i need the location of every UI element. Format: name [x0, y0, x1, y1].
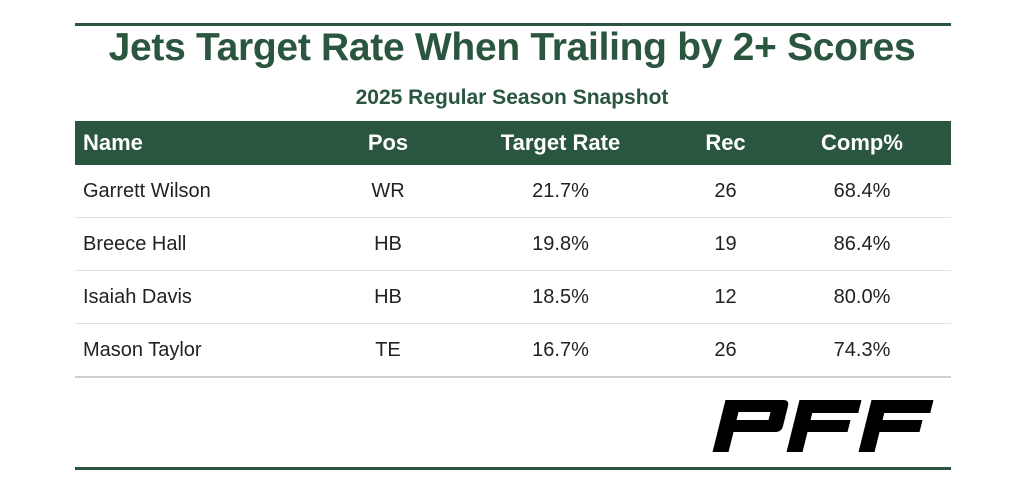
logo-letter-p [712, 400, 789, 452]
chart-subtitle: 2025 Regular Season Snapshot [355, 86, 669, 109]
chart-title: Jets Target Rate When Trailing by 2+ Sco… [108, 26, 916, 69]
table-cell: 26 [678, 165, 773, 218]
table-row: Breece Hall HB 19.8% 19 86.4% [75, 217, 951, 271]
table-cell: 80.0% [773, 270, 951, 324]
column-header: Pos [333, 121, 443, 165]
column-header: Name [75, 121, 333, 165]
table-cell: HB [333, 270, 443, 324]
stats-table: Name Pos Target Rate Rec Comp% Garrett Wilso… [75, 121, 951, 378]
table-cell: TE [333, 323, 443, 378]
table-cell: Breece Hall [75, 217, 333, 271]
table-cell: WR [333, 165, 443, 218]
column-header: Rec [678, 121, 773, 165]
table-cell: 19 [678, 217, 773, 271]
column-header: Comp% [773, 121, 951, 165]
table-row: Isaiah Davis HB 18.5% 12 80.0% [75, 270, 951, 324]
column-header: Target Rate [443, 121, 678, 165]
table-cell: 21.7% [443, 165, 678, 218]
logo-letter-f1 [786, 400, 862, 452]
table-cell: Mason Taylor [75, 323, 333, 378]
table-cell: 18.5% [443, 270, 678, 324]
table-row: Mason Taylor TE 16.7% 26 74.3% [75, 323, 951, 378]
table-cell: 74.3% [773, 323, 951, 378]
table-cell: 12 [678, 270, 773, 324]
table-cell: HB [333, 217, 443, 271]
table-cell: 16.7% [443, 323, 678, 378]
logo-letter-f2 [858, 400, 934, 452]
header-row: Name Pos Target Rate Rec Comp% [75, 121, 951, 165]
table-cell: Isaiah Davis [75, 270, 333, 324]
table-cell: Garrett Wilson [75, 165, 333, 218]
table-cell: 19.8% [443, 217, 678, 271]
table-row: Garrett Wilson WR 21.7% 26 68.4% [75, 165, 951, 218]
top-rule [75, 23, 951, 26]
bottom-rule [75, 467, 951, 470]
pff-logo [712, 400, 934, 452]
table-cell: 26 [678, 323, 773, 378]
table-cell: 68.4% [773, 165, 951, 218]
table-cell: 86.4% [773, 217, 951, 271]
